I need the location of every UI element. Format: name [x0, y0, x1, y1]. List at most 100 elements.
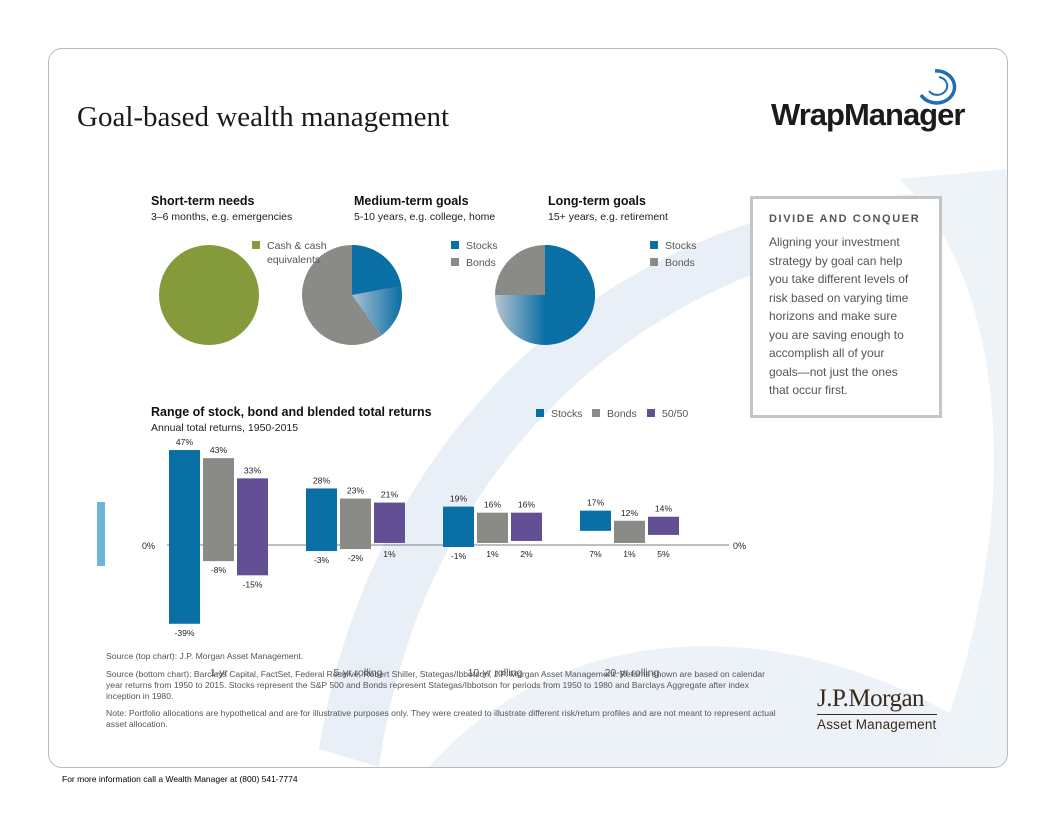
legend-label: Bonds: [607, 408, 637, 420]
bar-stocks-0: [169, 450, 200, 624]
bar-max-label: 14%: [655, 504, 673, 514]
category-label: 5-yr rolling: [333, 667, 382, 679]
bar-max-label: 33%: [244, 465, 262, 475]
side-tab: [97, 502, 105, 566]
wrapmanager-logo: WrapManager: [771, 65, 971, 135]
category-label: 10-yr rolling: [468, 667, 523, 679]
pie-short-term: [159, 245, 259, 345]
page-title: Goal-based wealth management: [77, 101, 450, 133]
bar-50-50-1: [374, 502, 405, 543]
sidebar-line: you are saving enough to: [769, 327, 904, 342]
stocks-swatch: [451, 241, 459, 249]
pie-sub-short: 3–6 months, e.g. emergencies: [151, 211, 293, 223]
bar-min-label: -1%: [451, 551, 467, 561]
source-top: Source (top chart): J.P. Morgan Asset Ma…: [106, 651, 304, 661]
sidebar-line: that occur first.: [769, 383, 848, 397]
bar-bonds-0: [203, 458, 234, 562]
stocks-swatch: [650, 241, 658, 249]
legend-range-bonds: Bonds: [592, 407, 637, 421]
brand-name: WrapManager: [771, 97, 965, 132]
bar-min-label: 1%: [623, 549, 636, 559]
legend-label: Bonds: [466, 257, 496, 269]
bar-max-label: 43%: [210, 445, 228, 455]
bar-min-label: 1%: [486, 549, 499, 559]
bar-bonds-2: [477, 512, 508, 543]
bar-50-50-3: [648, 516, 679, 535]
sidebar-line: accomplish all of your: [769, 346, 885, 360]
bar-min-label: -8%: [211, 565, 227, 575]
bar-max-label: 47%: [176, 437, 194, 447]
legend-label: Stocks: [466, 240, 498, 252]
jpm-sub: Asset Management: [817, 717, 937, 732]
sidebar-heading: DIVIDE AND CONQUER: [769, 213, 921, 225]
sidebar-body: Aligning your investment strategy by goal…: [769, 233, 925, 400]
pie-heading-short: Short-term needs: [151, 194, 255, 208]
swoosh-icon: [919, 69, 957, 105]
stocks-swatch: [536, 409, 544, 417]
bar-min-label: 2%: [520, 549, 533, 559]
bar-max-label: 19%: [450, 494, 468, 504]
bonds-swatch: [650, 258, 658, 266]
bar-max-label: 23%: [347, 486, 365, 496]
jpmorgan-logo: J.P.Morgan Asset Management: [817, 685, 937, 732]
jpm-name: J.P.Morgan: [817, 685, 937, 715]
legend-long-stocks: Stocks: [650, 239, 697, 253]
bar-min-label: -3%: [314, 555, 330, 565]
sidebar-line: goals—not just the ones: [769, 364, 898, 379]
legend-cash-label2: equivalents: [267, 254, 321, 266]
range-chart-subtitle: Annual total returns, 1950-2015: [151, 422, 299, 434]
category-label: 20-yr rolling: [605, 667, 660, 679]
bar-max-label: 21%: [381, 490, 399, 500]
pie-charts: [159, 245, 595, 345]
sidebar-line: horizons and make sure: [769, 309, 898, 323]
bar-stocks-1: [306, 488, 337, 552]
legend-long-bonds: Bonds: [650, 256, 695, 270]
pie-slice-bonds: [301, 245, 382, 345]
pie-slice-stocks-solid: [545, 245, 595, 338]
source-bottom: Source (bottom chart): Barclays Capital,…: [106, 669, 766, 701]
legend-medium-stocks: Stocks: [451, 239, 498, 253]
pie-sub-medium: 5-10 years, e.g. college, home: [354, 211, 496, 223]
pie-slice-bonds: [495, 245, 545, 295]
blend-swatch: [647, 409, 655, 417]
bar-max-label: 16%: [484, 500, 502, 510]
bar-50-50-2: [511, 512, 542, 541]
bar-max-label: 17%: [587, 498, 605, 508]
pie-long-term: [495, 245, 595, 345]
bar-min-label: -2%: [348, 553, 364, 563]
bar-min-label: -39%: [174, 628, 194, 638]
bar-bonds-3: [614, 520, 645, 543]
legend-cash-label: Cash & cash: [267, 240, 327, 252]
bar-bonds-1: [340, 498, 371, 550]
slide-card: Goal-based wealth management WrapManager…: [48, 48, 1008, 768]
sidebar-line: risk based on varying time: [769, 290, 909, 305]
bar-min-label: 7%: [589, 549, 602, 559]
legend-label: 50/50: [662, 408, 689, 420]
range-chart: 0% 0% 47% -39% 43% -8% 33% -15% 1-yr 28% -3% 23% -2%…: [142, 437, 746, 679]
bar-stocks-3: [580, 510, 611, 531]
bar-max-label: 28%: [313, 475, 331, 485]
bar-min-label: 1%: [383, 549, 396, 559]
pie-heading-long: Long-term goals: [548, 194, 646, 208]
legend-label: Stocks: [551, 408, 583, 420]
bar-min-label: 5%: [657, 549, 670, 559]
zero-label-right: 0%: [733, 541, 746, 551]
legend-label: Bonds: [665, 257, 695, 269]
legend-cash: Cash & cash equivalents: [252, 239, 327, 267]
source-note: Note: Portfolio allocations are hypothet…: [106, 708, 776, 729]
pie-medium-term: [301, 245, 402, 345]
legend-range-blend: 50/50: [647, 407, 688, 421]
legend-medium-bonds: Bonds: [451, 256, 496, 270]
sidebar-line: Aligning your investment: [769, 235, 900, 249]
sidebar-line: you take different levels of: [769, 272, 909, 286]
footer-contact: For more information call a Wealth Manag…: [62, 774, 298, 784]
pie-slice: [159, 245, 259, 345]
bar-max-label: 16%: [518, 500, 536, 510]
pie-slice-stocks-solid: [352, 245, 402, 295]
legend-range-stocks: Stocks: [536, 407, 583, 421]
zero-label-left: 0%: [142, 541, 155, 551]
divide-and-conquer-box: DIVIDE AND CONQUER Aligning your investm…: [750, 196, 942, 418]
sidebar-line: strategy by goal can help: [769, 253, 903, 268]
legend-label: Stocks: [665, 240, 697, 252]
bar-max-label: 12%: [621, 508, 639, 518]
